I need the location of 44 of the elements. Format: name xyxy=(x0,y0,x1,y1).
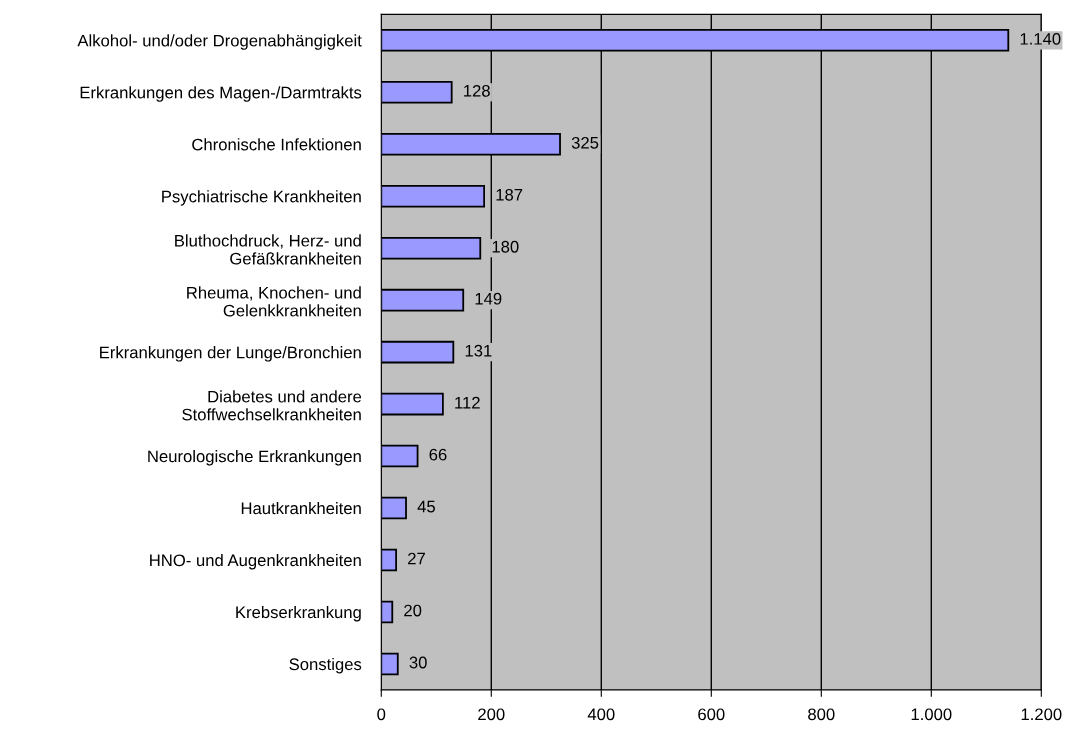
y-tick-label: Sonstiges xyxy=(289,657,362,674)
bar xyxy=(381,236,482,260)
y-tick-label: Rheuma, Knochen- und Gelenkkrankheiten xyxy=(187,286,361,317)
data-label: 128 xyxy=(464,84,490,97)
bar xyxy=(381,600,394,624)
bar xyxy=(381,496,407,520)
data-label: 112 xyxy=(455,396,480,409)
bar xyxy=(381,548,398,572)
y-tick-label: Bluthochdruck, Herz- und Gefäßkrankheiten xyxy=(175,234,361,265)
y-tick-label: Krebserkrankung xyxy=(236,605,361,622)
y-tick-label: HNO- und Augenkrankheiten xyxy=(150,553,361,570)
x-tick-label: 1.000 xyxy=(911,708,952,721)
x-tick-label: 0 xyxy=(377,708,386,721)
bar xyxy=(381,652,399,676)
bar xyxy=(381,80,453,104)
x-tick-label: 800 xyxy=(808,708,835,721)
bar xyxy=(381,340,455,364)
data-label: 20 xyxy=(404,604,422,617)
y-tick-label: Alkohol- und/oder Drogenabhängigkeit xyxy=(77,34,362,50)
data-label: 180 xyxy=(492,240,519,253)
bar xyxy=(381,392,444,416)
x-tick-label: 400 xyxy=(587,708,615,721)
y-tick-label: Hautkrankheiten xyxy=(241,501,361,515)
data-label: 149 xyxy=(475,292,502,305)
data-label: 1.140 xyxy=(1020,32,1061,45)
y-tick-label: Erkrankungen des Magen-/Darmtrakts xyxy=(80,86,362,102)
data-label: 30 xyxy=(409,656,427,669)
y-tick-label: Neurologische Erkrankungen xyxy=(148,450,361,466)
x-tick-label: 200 xyxy=(478,708,505,721)
y-tick-label: Chronische Infektionen xyxy=(192,138,361,151)
data-label: 131 xyxy=(465,344,492,357)
bar xyxy=(381,288,465,312)
bar xyxy=(381,444,419,468)
x-tick-label: 600 xyxy=(698,708,725,721)
data-label: 187 xyxy=(496,188,523,201)
data-label: 27 xyxy=(408,552,425,565)
y-tick-label: Psychiatrische Krankheiten xyxy=(162,190,361,206)
y-tick-label: Diabetes und andere Stoffwechselkrankheiten xyxy=(182,390,362,421)
data-label: 325 xyxy=(571,136,599,149)
y-tick-label: Erkrankungen der Lunge/Bronchien xyxy=(100,346,361,362)
bar xyxy=(381,184,486,208)
data-label: 45 xyxy=(417,500,435,513)
x-tick-label: 1.200 xyxy=(1021,708,1062,721)
data-label: 66 xyxy=(429,448,447,461)
